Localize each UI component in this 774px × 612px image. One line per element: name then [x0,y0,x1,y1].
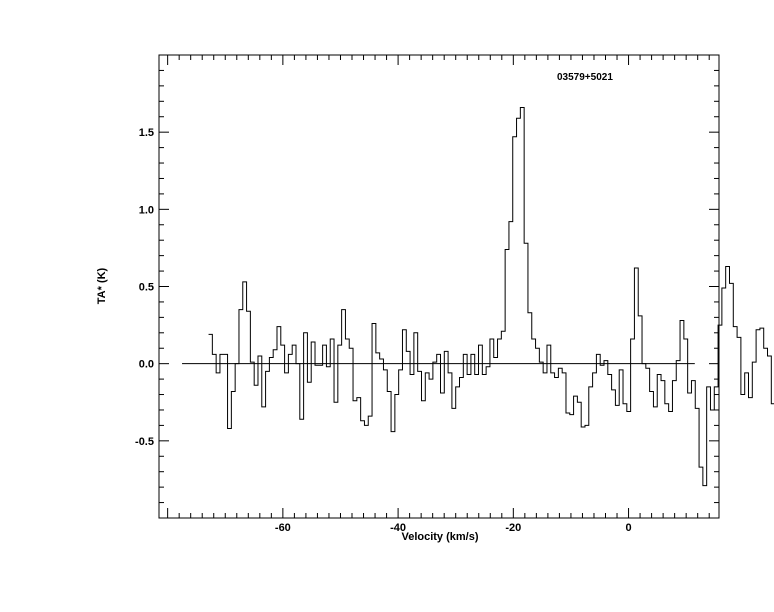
plot-frame [158,54,720,519]
spectrum-step-line [208,106,774,487]
x-tick-label: -20 [505,522,521,534]
x-tick-label: -60 [275,522,291,534]
y-tick-label: 1.0 [139,204,154,216]
source-annotation: 03579+5021 [557,72,613,83]
x-tick-labels: -60 -40 -20 0 [275,522,632,534]
y-tick-label: 0.0 [139,359,154,371]
x-axis-label: Velocity (km/s) [401,531,478,543]
y-axis-label: TA* (K) [96,267,108,304]
x-tick-label: 0 [625,522,631,534]
y-tick-label: -0.5 [135,436,154,448]
y-tick-labels: -0.5 0.0 0.5 1.0 1.5 [135,127,154,448]
x-tick-label: -40 [390,522,406,534]
y-tick-label: 1.5 [139,127,154,139]
y-tick-label: 0.5 [139,282,154,294]
